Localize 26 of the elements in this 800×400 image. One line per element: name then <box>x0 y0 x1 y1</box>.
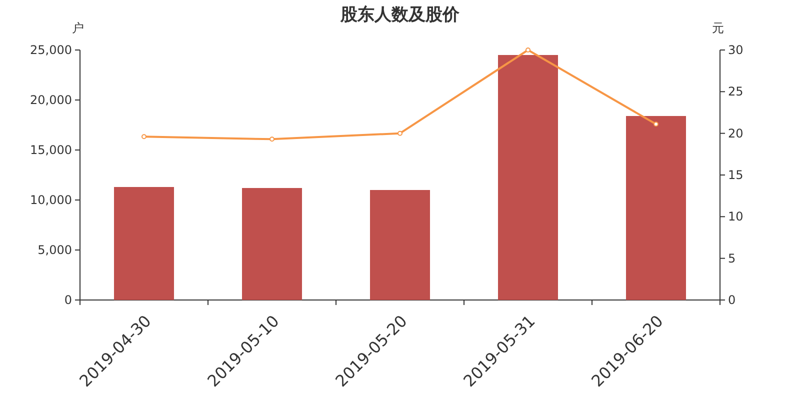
bar <box>370 190 430 300</box>
bar <box>114 187 174 300</box>
point <box>270 136 274 142</box>
y2-tick-label: 5 <box>728 251 736 266</box>
y-tick-label: 10,000 <box>30 193 72 207</box>
y2-axis-title: 元 <box>712 21 724 35</box>
y2-tick-label: 0 <box>728 293 736 307</box>
y-tick-label: 0 <box>64 293 72 307</box>
chart-title: 股东人数及股价 <box>340 5 460 25</box>
bar <box>498 55 558 300</box>
y2-tick-label: 30 <box>728 43 744 57</box>
y-tick-label: 20,000 <box>30 93 72 107</box>
y-axis-title: 户 <box>72 21 84 35</box>
point <box>398 130 402 136</box>
y-tick-label: 15,000 <box>30 143 72 157</box>
point <box>526 48 530 52</box>
bar <box>242 188 302 300</box>
y2-tick-label: 10 <box>728 210 744 224</box>
bar <box>626 116 686 300</box>
y2-tick-label: 15 <box>728 168 744 182</box>
y-tick-label: 5,000 <box>38 243 72 257</box>
point <box>654 122 658 127</box>
y2-tick-label: 20 <box>728 126 744 140</box>
point <box>142 134 146 140</box>
y2-tick-label: 25 <box>728 84 744 99</box>
y-tick-label: 25,000 <box>30 43 72 57</box>
